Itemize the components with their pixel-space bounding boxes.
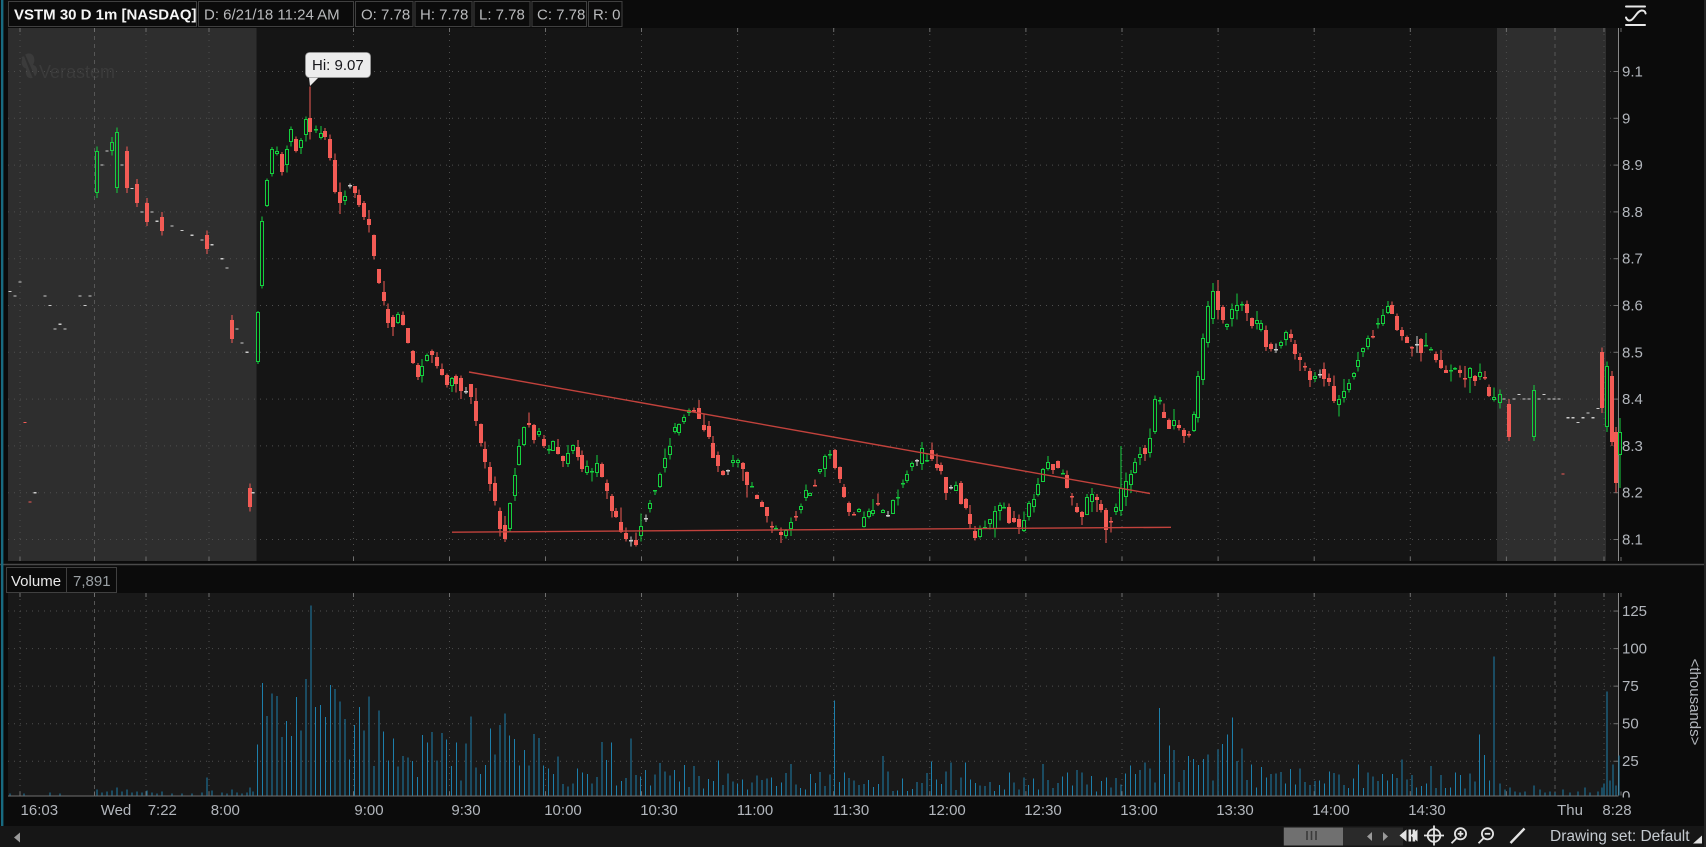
svg-text:9: 9 <box>1622 110 1630 127</box>
svg-text:Verastem: Verastem <box>39 62 115 82</box>
svg-text:9.1: 9.1 <box>1622 64 1643 81</box>
svg-text:12:00: 12:00 <box>928 802 966 819</box>
svg-text:8.7: 8.7 <box>1622 251 1643 268</box>
svg-text:14:00: 14:00 <box>1312 802 1350 819</box>
svg-text:8.2: 8.2 <box>1622 485 1643 502</box>
svg-text:11:30: 11:30 <box>833 802 869 819</box>
svg-text:8.9: 8.9 <box>1622 157 1643 174</box>
svg-text:Thu: Thu <box>1557 802 1583 819</box>
svg-text:Volume: Volume <box>11 573 61 590</box>
svg-text:8.5: 8.5 <box>1622 344 1643 361</box>
svg-text:12:30: 12:30 <box>1024 802 1062 819</box>
svg-text:9:30: 9:30 <box>451 802 480 819</box>
svg-text:11:00: 11:00 <box>737 802 773 819</box>
svg-text:125: 125 <box>1622 603 1647 620</box>
svg-text:8.3: 8.3 <box>1622 438 1643 455</box>
svg-text:C: 7.78: C: 7.78 <box>537 7 585 24</box>
svg-text:25: 25 <box>1622 753 1639 770</box>
svg-text:13:00: 13:00 <box>1120 802 1158 819</box>
svg-text:13:30: 13:30 <box>1216 802 1254 819</box>
svg-text:75: 75 <box>1622 678 1639 695</box>
svg-text:R: 0: R: 0 <box>593 7 621 24</box>
svg-text:Drawing set: Default: Drawing set: Default <box>1550 828 1690 845</box>
svg-text:Wed: Wed <box>101 802 132 819</box>
svg-text:<thousands>: <thousands> <box>1686 659 1703 746</box>
svg-text:L: 7.78: L: 7.78 <box>479 7 525 24</box>
svg-text:8.1: 8.1 <box>1622 532 1643 549</box>
svg-text:O: 7.78: O: 7.78 <box>361 7 410 24</box>
svg-text:0: 0 <box>1622 788 1630 805</box>
svg-text:10:30: 10:30 <box>640 802 678 819</box>
svg-text:16:03: 16:03 <box>21 802 59 819</box>
svg-text:7:22: 7:22 <box>148 802 177 819</box>
svg-text:8.4: 8.4 <box>1622 391 1643 408</box>
svg-text:9:00: 9:00 <box>354 802 383 819</box>
svg-text:8.6: 8.6 <box>1622 298 1643 315</box>
svg-text:10:00: 10:00 <box>544 802 582 819</box>
svg-text:VSTM 30 D 1m [NASDAQ]: VSTM 30 D 1m [NASDAQ] <box>14 7 197 24</box>
svg-text:8:00: 8:00 <box>211 802 240 819</box>
svg-text:8.8: 8.8 <box>1622 204 1643 221</box>
svg-text:8:28: 8:28 <box>1602 802 1631 819</box>
svg-text:D: 6/21/18 11:24 AM: D: 6/21/18 11:24 AM <box>204 7 340 24</box>
svg-text:Hi: 9.07: Hi: 9.07 <box>312 57 364 74</box>
svg-text:H: 7.78: H: 7.78 <box>420 7 468 24</box>
svg-text:50: 50 <box>1622 716 1639 733</box>
svg-text:14:30: 14:30 <box>1408 802 1446 819</box>
svg-text:7,891: 7,891 <box>73 573 111 590</box>
svg-text:100: 100 <box>1622 641 1647 658</box>
